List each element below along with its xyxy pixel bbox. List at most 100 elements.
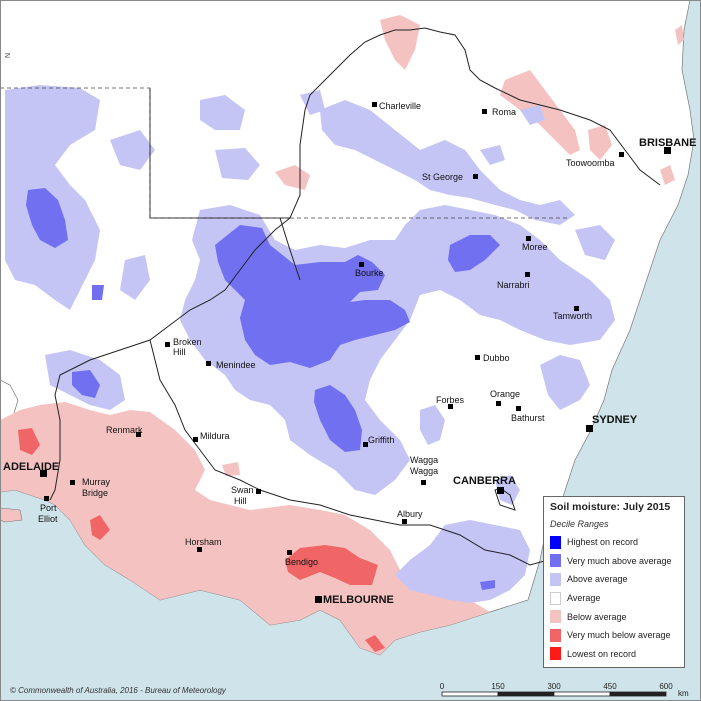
legend-item-lowest: Lowest on record bbox=[550, 645, 678, 664]
marker-forbes bbox=[448, 404, 453, 409]
marker-broken-hill bbox=[165, 342, 170, 347]
north-marker: N bbox=[5, 53, 12, 58]
legend-title: Soil moisture: July 2015 bbox=[550, 501, 671, 513]
label-renmark: Renmark bbox=[106, 425, 143, 435]
marker-wagga bbox=[421, 480, 426, 485]
marker-griffith bbox=[363, 442, 368, 447]
label-brisbane: BRISBANE bbox=[639, 137, 696, 149]
marker-bourke bbox=[359, 262, 364, 267]
label-murray-bridge-2: Bridge bbox=[82, 488, 108, 498]
label-charleville: Charleville bbox=[379, 101, 421, 111]
legend-label: Highest on record bbox=[567, 537, 639, 548]
label-griffith: Griffith bbox=[368, 435, 394, 445]
marker-brisbane bbox=[664, 147, 671, 154]
marker-st-george bbox=[473, 174, 478, 179]
label-mildura: Mildura bbox=[200, 431, 230, 441]
label-canberra: CANBERRA bbox=[453, 475, 516, 487]
label-adelaide: ADELAIDE bbox=[3, 461, 59, 473]
label-sydney: SYDNEY bbox=[592, 414, 638, 426]
marker-renmark bbox=[136, 432, 141, 437]
label-melbourne: MELBOURNE bbox=[323, 594, 394, 606]
label-dubbo: Dubbo bbox=[483, 353, 510, 363]
legend-swatch bbox=[550, 647, 561, 661]
legend-swatch bbox=[550, 591, 561, 605]
label-port-elliot-2: Elliot bbox=[38, 514, 58, 524]
legend-label: Lowest on record bbox=[567, 648, 637, 659]
label-roma: Roma bbox=[492, 107, 516, 117]
label-orange: Orange bbox=[490, 389, 520, 399]
label-toowoomba: Toowoomba bbox=[566, 158, 615, 168]
legend-item-very-much-below: Very much below average bbox=[550, 626, 678, 645]
legend: Soil moisture: July 2015 Decile Ranges H… bbox=[543, 496, 685, 668]
label-bathurst: Bathurst bbox=[511, 413, 545, 423]
label-albury: Albury bbox=[397, 509, 423, 519]
marker-bendigo bbox=[287, 550, 292, 555]
legend-item-below: Below average bbox=[550, 607, 678, 626]
place-labels: Charleville Roma BRISBANE Toowoomba St G… bbox=[3, 101, 696, 606]
legend-swatch bbox=[550, 610, 561, 624]
island bbox=[0, 507, 23, 523]
marker-swan-hill bbox=[256, 489, 261, 494]
label-narrabri: Narrabri bbox=[497, 280, 530, 290]
label-bendigo: Bendigo bbox=[285, 557, 318, 567]
legend-label: Below average bbox=[567, 611, 627, 622]
peninsula bbox=[0, 379, 19, 431]
label-tamworth: Tamworth bbox=[553, 311, 592, 321]
marker-roma bbox=[482, 109, 487, 114]
legend-item-highest: Highest on record bbox=[550, 533, 678, 552]
marker-narrabri bbox=[525, 272, 530, 277]
legend-swatch bbox=[550, 535, 561, 549]
legend-label: Above average bbox=[567, 574, 628, 585]
marker-tamworth bbox=[574, 306, 579, 311]
marker-sydney bbox=[586, 425, 593, 432]
legend-label: Average bbox=[567, 593, 601, 604]
marker-horsham bbox=[197, 547, 202, 552]
legend-item-average: Average bbox=[550, 589, 678, 608]
scale-tick: 600 bbox=[659, 682, 673, 691]
legend-item-above: Above average bbox=[550, 570, 678, 589]
marker-menindee bbox=[206, 361, 211, 366]
marker-canberra bbox=[497, 487, 504, 494]
marker-orange bbox=[496, 401, 501, 406]
town-markers bbox=[40, 102, 671, 603]
scale-tick: 450 bbox=[603, 682, 617, 691]
marker-adelaide bbox=[40, 470, 47, 477]
scale-bar-graphic bbox=[441, 691, 667, 697]
legend-swatch bbox=[550, 628, 561, 642]
label-broken-hill-1: Broken bbox=[173, 337, 202, 347]
scale-tick: 300 bbox=[547, 682, 561, 691]
very-much-above-average-regions bbox=[26, 188, 500, 590]
marker-murray-bridge bbox=[70, 480, 75, 485]
label-wagga-2: Wagga bbox=[410, 466, 438, 476]
label-broken-hill-2: Hill bbox=[173, 347, 186, 357]
state-borders bbox=[49, 27, 661, 566]
copyright-text: © Commonwealth of Australia, 2016 - Bure… bbox=[10, 686, 226, 695]
scale-tick: 0 bbox=[439, 682, 445, 691]
label-swan-hill-2: Hill bbox=[234, 496, 247, 506]
label-bourke: Bourke bbox=[355, 268, 384, 278]
legend-swatch bbox=[550, 572, 561, 586]
scale-bar: 0 150 300 450 600 km bbox=[440, 682, 690, 700]
legend-label: Very much above average bbox=[567, 555, 672, 566]
marker-moree bbox=[526, 236, 531, 241]
marker-albury bbox=[402, 519, 407, 524]
label-menindee: Menindee bbox=[216, 360, 256, 370]
marker-mildura bbox=[193, 437, 198, 442]
legend-item-very-much-above: Very much above average bbox=[550, 552, 678, 571]
label-horsham: Horsham bbox=[185, 537, 222, 547]
boundary-dashed bbox=[0, 87, 570, 219]
label-murray-bridge-1: Murray bbox=[82, 477, 111, 487]
label-swan-hill-1: Swan bbox=[231, 485, 254, 495]
scale-unit: km bbox=[678, 689, 689, 698]
scale-tick: 150 bbox=[491, 682, 505, 691]
marker-dubbo bbox=[475, 355, 480, 360]
label-moree: Moree bbox=[522, 242, 548, 252]
very-much-below-average-regions bbox=[18, 428, 385, 652]
marker-port-elliot bbox=[44, 496, 49, 501]
legend-subtitle: Decile Ranges bbox=[550, 519, 609, 529]
legend-swatch bbox=[550, 554, 561, 568]
marker-charleville bbox=[372, 102, 377, 107]
label-forbes: Forbes bbox=[436, 395, 465, 405]
label-port-elliot-1: Port bbox=[40, 503, 57, 513]
